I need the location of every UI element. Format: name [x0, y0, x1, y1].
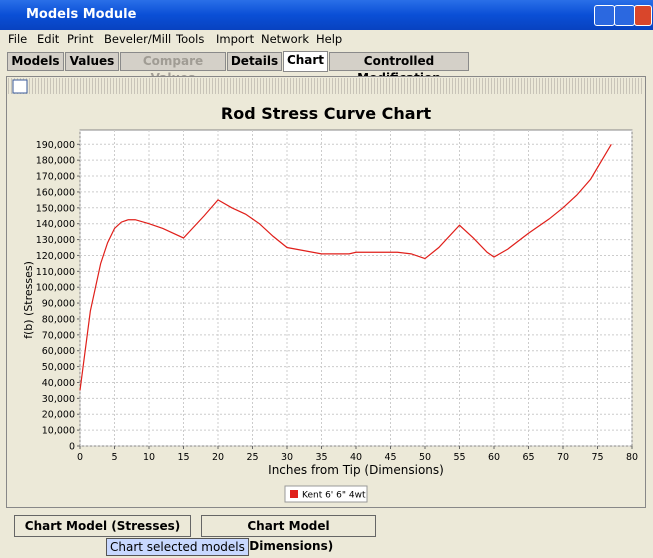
legend-swatch [290, 490, 298, 498]
legend-label: Kent 6' 6" 4wt [302, 491, 366, 501]
y-tick-label: 80,000 [42, 314, 75, 325]
tab[interactable]: Values [65, 52, 119, 71]
x-tick-label: 65 [522, 452, 534, 463]
x-tick-label: 75 [591, 452, 603, 463]
y-tick-label: 10,000 [42, 426, 75, 437]
y-tick-label: 60,000 [42, 346, 75, 357]
y-tick-label: 120,000 [36, 251, 75, 262]
x-tick-label: 15 [177, 452, 189, 463]
x-tick-label: 80 [626, 452, 638, 463]
menu-item[interactable]: Beveler/Mill [104, 32, 172, 46]
y-tick-label: 170,000 [36, 172, 75, 183]
y-tick-label: 180,000 [36, 156, 75, 167]
x-tick-label: 30 [281, 452, 293, 463]
window-title: Models Module [26, 7, 137, 22]
menu-item[interactable]: Print [67, 32, 94, 46]
y-tick-label: 160,000 [36, 187, 75, 198]
y-tick-label: 0 [69, 442, 75, 453]
x-tick-label: 50 [419, 452, 431, 463]
chart-title: Rod Stress Curve Chart [221, 104, 432, 123]
menu-item[interactable]: Tools [176, 32, 205, 46]
menu-item[interactable]: Network [261, 32, 310, 46]
y-tick-label: 130,000 [36, 235, 75, 246]
x-tick-label: 20 [212, 452, 224, 463]
y-tick-label: 110,000 [36, 267, 75, 278]
legend-frame [284, 485, 368, 503]
x-tick-label: 5 [111, 452, 117, 463]
tab[interactable]: Details [227, 52, 282, 71]
button[interactable]: Chart Model (Stresses) [14, 515, 191, 537]
button[interactable]: Chart Model (Dimensions) [201, 515, 376, 553]
y-tick-label: 30,000 [42, 394, 75, 405]
menu-item[interactable]: Help [316, 32, 343, 46]
menu-item[interactable]: Edit [37, 32, 60, 46]
y-axis-label: f(b) (Stresses) [22, 261, 35, 339]
x-tick-label: 40 [350, 452, 362, 463]
y-tick-label: 140,000 [36, 219, 75, 230]
tab[interactable]: Models [7, 52, 64, 71]
y-tick-label: 40,000 [42, 378, 75, 389]
y-tick-label: 190,000 [36, 140, 75, 151]
title-bar: Models Module [0, 0, 653, 30]
tab[interactable]: Chart [283, 51, 328, 72]
x-tick-label: 70 [557, 452, 569, 463]
tooltip: Chart selected models [106, 538, 249, 556]
toolbar-icon[interactable] [12, 79, 28, 94]
menu-item[interactable]: File [8, 32, 28, 46]
x-axis-label: Inches from Tip (Dimensions) [268, 463, 444, 477]
x-tick-label: 0 [77, 452, 83, 463]
x-tick-label: 10 [143, 452, 155, 463]
panel-toolbar [8, 78, 642, 94]
y-tick-label: 70,000 [42, 330, 75, 341]
x-tick-label: 60 [488, 452, 500, 463]
data-line [79, 143, 612, 391]
y-tick-label: 90,000 [42, 299, 75, 310]
y-tick-label: 20,000 [42, 410, 75, 421]
y-tick-label: 50,000 [42, 362, 75, 373]
menu-item[interactable]: Import [216, 32, 255, 46]
close-button[interactable] [634, 5, 652, 26]
y-tick-label: 150,000 [36, 203, 75, 214]
x-tick-label: 35 [315, 452, 327, 463]
x-tick-label: 25 [246, 452, 258, 463]
x-tick-label: 45 [384, 452, 396, 463]
menu-bar: File Edit Print Beveler/Mill Tools Impor… [0, 30, 653, 48]
y-tick-label: 100,000 [36, 283, 75, 294]
x-tick-label: 55 [453, 452, 465, 463]
chart: Rod Stress Curve Chart Inches from Tip (… [12, 79, 638, 503]
